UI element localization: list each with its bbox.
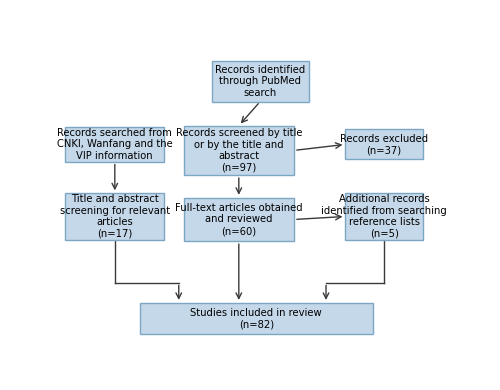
- Text: Full-text articles obtained
and reviewed
(n=60): Full-text articles obtained and reviewed…: [175, 203, 302, 236]
- FancyBboxPatch shape: [346, 129, 423, 160]
- Text: Records identified
through PubMed
search: Records identified through PubMed search: [215, 65, 305, 98]
- Text: Records searched from
CNKI, Wanfang and the
VIP information: Records searched from CNKI, Wanfang and …: [57, 128, 172, 161]
- Text: Records excluded
(n=37): Records excluded (n=37): [340, 134, 428, 155]
- FancyBboxPatch shape: [184, 198, 294, 241]
- Text: Records screened by title
or by the title and
abstract
(n=97): Records screened by title or by the titl…: [176, 128, 302, 173]
- Text: Title and abstract
screening for relevant
articles
(n=17): Title and abstract screening for relevan…: [60, 194, 170, 239]
- FancyBboxPatch shape: [212, 61, 308, 102]
- FancyBboxPatch shape: [66, 127, 164, 162]
- FancyBboxPatch shape: [140, 303, 372, 334]
- FancyBboxPatch shape: [66, 193, 164, 240]
- FancyBboxPatch shape: [346, 193, 423, 240]
- Text: Additional records
identified from searching
reference lists
(n=5): Additional records identified from searc…: [321, 194, 447, 239]
- Text: Studies included in review
(n=82): Studies included in review (n=82): [190, 308, 322, 330]
- FancyBboxPatch shape: [184, 126, 294, 175]
